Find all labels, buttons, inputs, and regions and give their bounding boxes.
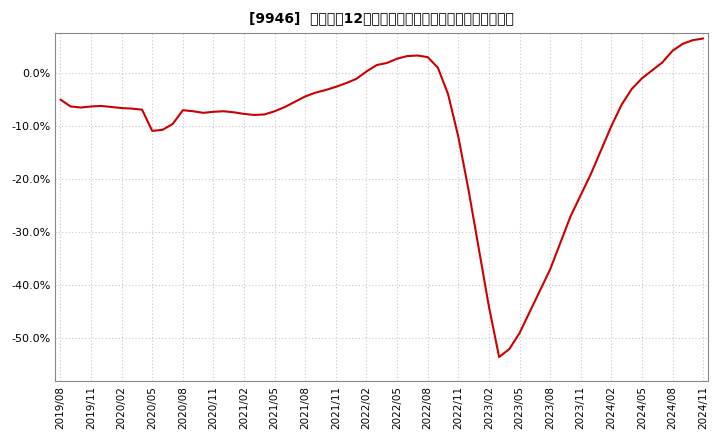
Title: [9946]  売上高の12か月移動合計の対前年同期増減率の推移: [9946] 売上高の12か月移動合計の対前年同期増減率の推移 <box>249 11 514 25</box>
